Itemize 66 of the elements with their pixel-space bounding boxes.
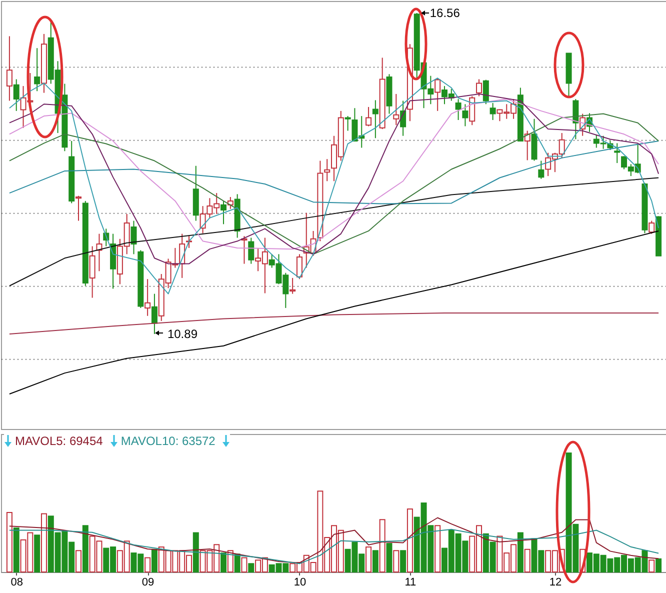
candlestick	[324, 158, 330, 182]
candlestick	[13, 78, 20, 112]
bar	[524, 548, 530, 572]
candlestick	[144, 278, 151, 316]
candlestick	[6, 36, 12, 102]
x-tick-label: 08	[10, 576, 23, 588]
annotation: 10.89	[167, 327, 198, 341]
x-tick-label: 09	[142, 576, 154, 588]
text: MAVOL5: 69454	[15, 434, 103, 448]
bar	[34, 534, 40, 572]
candlestick	[469, 96, 476, 126]
bar	[434, 525, 441, 572]
candlestick	[482, 79, 489, 105]
candlestick	[524, 130, 530, 161]
bar	[372, 550, 378, 572]
candlestick	[400, 100, 406, 136]
candlestick	[476, 78, 482, 97]
candlestick	[248, 237, 254, 264]
candlestick	[296, 254, 302, 280]
candlestick	[151, 293, 158, 334]
candlestick	[462, 104, 468, 127]
candlestick	[130, 220, 137, 255]
bar	[517, 532, 524, 572]
candlestick	[366, 106, 372, 127]
bar	[379, 519, 386, 572]
candlestick	[34, 48, 40, 92]
bar	[648, 560, 655, 572]
x-tick-label: 10	[294, 576, 306, 588]
candlestick	[455, 98, 462, 120]
bar	[40, 513, 47, 572]
bar	[406, 508, 413, 572]
bar	[220, 552, 227, 572]
bar	[192, 532, 199, 572]
candlestick	[220, 200, 227, 225]
bar	[234, 554, 240, 572]
bar	[76, 550, 82, 572]
x-tick-label: 12	[549, 576, 562, 588]
candlestick	[393, 93, 400, 126]
bar	[13, 527, 20, 572]
bar	[393, 550, 400, 572]
bar	[144, 557, 151, 572]
bar	[151, 548, 158, 572]
candlestick	[434, 78, 441, 112]
candlestick	[538, 160, 544, 180]
candlestick	[227, 196, 234, 210]
x-tick-label: 11	[404, 576, 416, 588]
bar	[227, 550, 234, 572]
candlestick	[76, 195, 82, 222]
text: MAVOL10: 63572	[120, 434, 216, 448]
bar	[656, 558, 662, 572]
candlestick	[614, 142, 620, 164]
bar	[386, 542, 392, 572]
candlestick	[490, 102, 496, 120]
bar	[82, 525, 88, 572]
bar	[6, 512, 12, 572]
annotation: 16.56	[430, 6, 460, 20]
bar	[366, 546, 372, 572]
candlestick	[572, 98, 579, 140]
candlestick	[344, 116, 351, 132]
bar	[248, 563, 254, 572]
candlestick	[372, 100, 378, 139]
candlestick	[290, 277, 296, 294]
bar	[241, 557, 248, 572]
candlestick	[89, 246, 96, 298]
candlestick	[648, 220, 655, 234]
bar	[400, 550, 406, 572]
